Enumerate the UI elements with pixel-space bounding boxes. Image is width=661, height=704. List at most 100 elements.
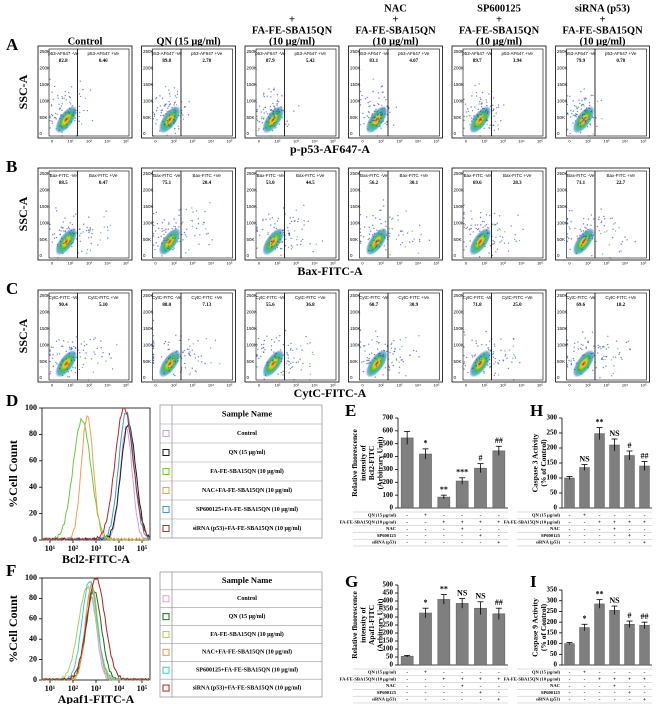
density-dot xyxy=(470,227,473,230)
density-dot xyxy=(166,241,168,243)
density-dot xyxy=(65,238,67,240)
density-dot xyxy=(157,245,159,247)
density-dot xyxy=(296,348,298,350)
density-dot xyxy=(284,213,286,215)
y-tick-label: 100K xyxy=(557,342,568,347)
density-dot xyxy=(269,218,271,220)
density-dot xyxy=(152,355,155,357)
treatment-sign: + xyxy=(643,540,646,546)
density-dot xyxy=(103,216,105,218)
error-bar xyxy=(422,607,429,618)
density-dot xyxy=(290,348,292,350)
column-header: (10 μg/ml) xyxy=(580,36,626,47)
panel-label: I xyxy=(530,572,537,591)
density-dot xyxy=(373,110,376,113)
density-dot xyxy=(67,363,69,365)
y-tick-label: 50K xyxy=(557,237,565,242)
density-dot xyxy=(181,233,183,236)
gate-label: Bax-FITC -Ve xyxy=(567,173,595,178)
density-dot xyxy=(578,122,580,124)
gate-positive xyxy=(594,292,647,381)
density-dot xyxy=(178,128,180,130)
bar xyxy=(400,437,414,509)
legend-swatch xyxy=(162,666,170,674)
column-header: + xyxy=(393,14,399,25)
density-dot xyxy=(86,109,89,112)
density-dot xyxy=(204,362,206,365)
density-dot xyxy=(590,110,593,113)
density-dot xyxy=(481,343,483,346)
density-dot xyxy=(488,340,491,342)
y-tick-label: 300 xyxy=(383,465,394,473)
density-dot xyxy=(78,93,81,95)
density-dot xyxy=(603,224,605,227)
density-dot xyxy=(270,345,273,347)
density-dot xyxy=(493,241,496,243)
density-dot xyxy=(160,111,162,114)
density-dot xyxy=(191,220,194,222)
density-dot xyxy=(375,125,378,127)
density-dot xyxy=(49,373,51,375)
density-dot xyxy=(61,237,63,240)
density-dot xyxy=(273,351,275,353)
x-tick-label: 10⁵ xyxy=(537,139,543,144)
treatment-sign: - xyxy=(406,513,408,519)
treatment-sign: + xyxy=(479,519,482,525)
density-dot xyxy=(278,111,280,114)
legend-title: Sample Name xyxy=(222,575,273,585)
treatment-sign: - xyxy=(569,670,571,676)
treatment-sign: + xyxy=(424,670,427,676)
density-dot xyxy=(607,335,609,337)
density-dot xyxy=(391,342,393,344)
density-dot xyxy=(93,351,95,353)
density-dot xyxy=(600,220,603,222)
y-tick-label: 50K xyxy=(40,237,48,242)
y-tick-label: 80 xyxy=(29,429,37,438)
density-dot xyxy=(263,96,265,98)
density-dot xyxy=(496,222,498,224)
x-tick-label: 10⁴ xyxy=(518,139,524,144)
density-dot xyxy=(471,95,473,97)
density-dot xyxy=(170,126,172,128)
gate-percent: 2.78 xyxy=(202,59,211,64)
density-dot xyxy=(582,242,584,244)
density-dot xyxy=(173,115,176,117)
density-dot xyxy=(475,364,477,366)
column-header: SP600125 xyxy=(477,3,521,14)
density-dot xyxy=(160,235,162,238)
density-dot xyxy=(492,243,494,245)
y-tick-label: 200 xyxy=(547,618,558,626)
density-dot xyxy=(89,338,92,341)
density-dot xyxy=(482,116,484,118)
density-dot xyxy=(74,359,76,362)
density-dot xyxy=(96,347,99,350)
density-dot xyxy=(378,230,380,232)
density-dot xyxy=(290,362,292,364)
density-dot xyxy=(474,106,476,108)
density-dot xyxy=(152,118,155,120)
y-tick-label: 350 xyxy=(547,586,558,594)
density-dot xyxy=(266,121,268,123)
density-dot xyxy=(82,349,85,351)
gate-percent: 56.2 xyxy=(369,181,378,186)
density-dot xyxy=(269,237,272,239)
x-tick-label: 10³ xyxy=(397,139,403,144)
density-dot xyxy=(382,355,385,358)
density-dot xyxy=(478,83,481,85)
density-dot xyxy=(484,111,487,113)
significance-label: * xyxy=(424,598,428,607)
significance-label: * xyxy=(424,439,428,448)
density-dot xyxy=(73,233,75,235)
x-tick-label: 10⁵ xyxy=(123,139,129,144)
density-dot xyxy=(499,229,501,231)
density-dot xyxy=(62,221,64,223)
density-dot xyxy=(497,374,500,376)
density-dot xyxy=(378,240,380,242)
density-dot xyxy=(69,222,71,224)
density-dot xyxy=(475,227,477,230)
density-dot xyxy=(373,124,375,126)
density-dot xyxy=(296,244,298,246)
density-dot xyxy=(406,232,409,234)
treatment-sign: - xyxy=(461,670,463,676)
gate-positive xyxy=(594,170,647,259)
